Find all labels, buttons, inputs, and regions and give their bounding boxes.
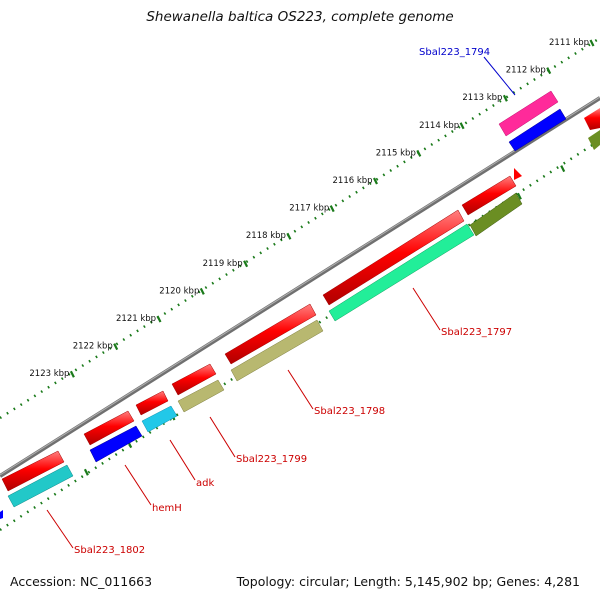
feature-sbal223-1802-rev[interactable] xyxy=(7,464,74,508)
forward-features xyxy=(1,90,600,492)
tick-label: 2121 kbp xyxy=(116,314,156,324)
outer-ruler xyxy=(0,36,600,420)
outer-tick xyxy=(156,315,162,323)
tick-label: 2113 kbp xyxy=(462,93,502,103)
feature-adk-fwd[interactable] xyxy=(135,390,169,416)
tick-label: 2111 kbp xyxy=(549,38,589,48)
outer-tick xyxy=(502,94,508,102)
feature-upper-red-1[interactable] xyxy=(461,175,517,216)
feature-sbal223-1797-rev[interactable] xyxy=(328,223,475,322)
tick-label: 2115 kbp xyxy=(376,148,416,158)
genome-backbone-highlight xyxy=(0,96,600,476)
outer-tick xyxy=(69,370,75,378)
tick-label: 2120 kbp xyxy=(159,286,199,296)
inner-tick xyxy=(83,468,89,476)
gene-labels: Sbal223_1794 Sbal223_1797 Sbal223_1798 S… xyxy=(74,47,512,556)
outer-tick xyxy=(286,232,292,240)
label-sbal223-1794[interactable]: Sbal223_1794 xyxy=(419,47,490,58)
feature-sbal223-1794-lower[interactable] xyxy=(508,108,567,152)
feature-sbal223-1799-rev[interactable] xyxy=(177,379,225,413)
feature-sbal223-1798-fwd[interactable] xyxy=(224,303,317,365)
leader-sbal223-1797 xyxy=(412,287,441,331)
feature-hemH-fwd[interactable] xyxy=(83,410,135,446)
label-sbal223-1798[interactable]: Sbal223_1798 xyxy=(314,406,385,417)
tick-label: 2116 kbp xyxy=(333,176,373,186)
genome-backbone xyxy=(0,96,600,478)
label-sbal223-1799[interactable]: Sbal223_1799 xyxy=(236,454,307,465)
tick-label: 2119 kbp xyxy=(203,259,243,269)
feature-red-arrowhead[interactable] xyxy=(514,168,522,180)
accession-text: Accession: NC_011663 xyxy=(10,574,153,589)
label-leaders xyxy=(46,56,516,549)
feature-edge-olive[interactable] xyxy=(588,130,600,150)
label-sbal223-1802[interactable]: Sbal223_1802 xyxy=(74,545,145,556)
inner-tick xyxy=(560,165,566,173)
outer-tick xyxy=(459,122,465,130)
leader-hemH xyxy=(124,464,152,506)
feature-edge-red[interactable] xyxy=(584,108,600,130)
outer-tick xyxy=(589,39,595,47)
tick-label: 2122 kbp xyxy=(73,342,113,352)
label-adk[interactable]: adk xyxy=(196,478,214,489)
outer-tick xyxy=(199,287,205,295)
feature-sbal223-1799-fwd[interactable] xyxy=(171,363,217,396)
inner-tick xyxy=(516,192,522,200)
outer-tick xyxy=(329,205,335,213)
outer-tick xyxy=(243,260,249,268)
tick-label: 2114 kbp xyxy=(419,121,459,131)
feature-sbal223-1798-rev[interactable] xyxy=(230,319,324,382)
tick-label: 2117 kbp xyxy=(289,204,329,214)
leader-sbal223-1798 xyxy=(287,369,314,410)
reverse-features xyxy=(0,108,600,519)
feature-olive[interactable] xyxy=(469,192,523,237)
outer-tick xyxy=(113,343,119,351)
leader-sbal223-1794 xyxy=(483,56,516,96)
feature-hemH-rev[interactable] xyxy=(89,425,143,463)
genome-summary-text: Topology: circular; Length: 5,145,902 bp… xyxy=(236,574,580,589)
leader-sbal223-1799 xyxy=(209,416,236,458)
outer-tick xyxy=(546,67,552,75)
feature-sbal223-1794-upper[interactable] xyxy=(498,90,559,137)
feature-edge-blue[interactable] xyxy=(0,510,3,519)
leader-sbal223-1802 xyxy=(46,509,74,549)
feature-sbal223-1802-fwd[interactable] xyxy=(1,450,65,492)
label-hemH[interactable]: hemH xyxy=(152,503,182,514)
outer-tick xyxy=(416,149,422,157)
label-sbal223-1797[interactable]: Sbal223_1797 xyxy=(441,327,512,338)
tick-label: 2118 kbp xyxy=(246,231,286,241)
outer-tick xyxy=(373,177,378,185)
leader-adk xyxy=(169,439,196,481)
feature-adk-rev[interactable] xyxy=(141,405,178,433)
feature-sbal223-1797-fwd[interactable] xyxy=(322,209,465,306)
tick-label: 2123 kbp xyxy=(29,369,69,379)
tick-labels: 2111 kbp 2112 kbp 2113 kbp 2114 kbp 2115 kbp… xyxy=(29,38,589,379)
map-title: Shewanella baltica OS223, complete genom… xyxy=(146,9,454,25)
tick-label: 2112 kbp xyxy=(506,66,546,76)
